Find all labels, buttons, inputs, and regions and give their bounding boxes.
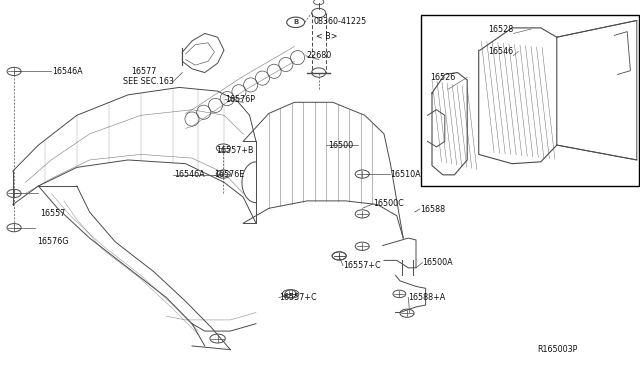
Text: 16577: 16577 [131, 67, 157, 76]
Text: 16557+C: 16557+C [343, 261, 381, 270]
Text: 16500A: 16500A [422, 258, 453, 267]
Text: 16576G: 16576G [37, 237, 68, 246]
Text: 16546: 16546 [488, 47, 513, 56]
Text: B: B [293, 19, 298, 25]
Bar [421, 15, 639, 186]
Text: 16557+C: 16557+C [279, 293, 317, 302]
Text: 16588+A: 16588+A [408, 293, 445, 302]
Text: 16546A: 16546A [174, 170, 205, 179]
Text: 16576P: 16576P [225, 95, 255, 104]
Text: < B>: < B> [316, 32, 338, 41]
Text: 16510A: 16510A [390, 170, 421, 179]
Text: 16557+B: 16557+B [216, 146, 253, 155]
Text: 08360-41225: 08360-41225 [314, 17, 367, 26]
Text: 16528: 16528 [488, 25, 513, 33]
Text: 16576E: 16576E [214, 170, 244, 179]
Text: SEE SEC.163: SEE SEC.163 [123, 77, 173, 86]
Text: 16588: 16588 [420, 205, 445, 214]
Text: 16557: 16557 [40, 209, 65, 218]
Text: R165003P: R165003P [538, 345, 578, 354]
Text: 22680: 22680 [306, 51, 331, 60]
Text: 16526: 16526 [430, 73, 455, 82]
Text: 16546A: 16546A [52, 67, 83, 76]
Text: 16500: 16500 [328, 141, 353, 150]
Text: 16500C: 16500C [373, 199, 404, 208]
